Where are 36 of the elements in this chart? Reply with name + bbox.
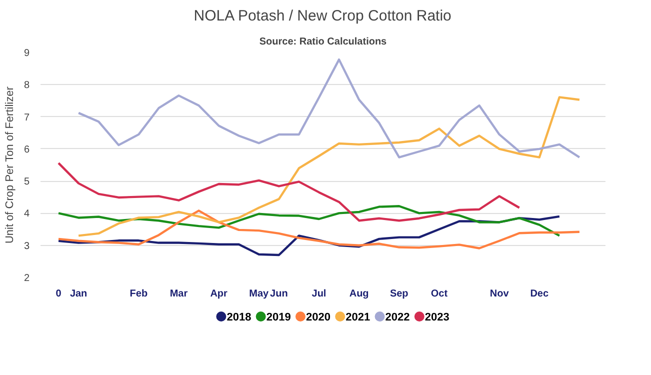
- x-tick-label: Nov: [490, 288, 510, 300]
- line-series: [77, 96, 581, 237]
- y-tick-label: 6: [24, 144, 30, 156]
- x-tick-label: 0: [56, 288, 62, 300]
- legend-label: 2020: [306, 312, 330, 324]
- line-series: [57, 162, 520, 222]
- line-series: [57, 205, 561, 237]
- x-tick-label: Oct: [430, 288, 448, 300]
- x-tick-label: Jul: [312, 288, 326, 300]
- legend-label: 2018: [226, 312, 252, 324]
- x-tick-label: May: [249, 288, 270, 300]
- x-tick-label: Jan: [70, 288, 88, 300]
- y-tick-label: 5: [24, 176, 30, 188]
- y-tick-label: 7: [24, 112, 30, 124]
- x-tick-label: Feb: [130, 288, 148, 300]
- legend-label: 2019: [266, 312, 291, 324]
- chart-subtitle: Source: Ratio Calculations: [259, 36, 388, 48]
- y-tick-label: 4: [24, 208, 30, 220]
- y-tick-label: 2: [24, 273, 30, 284]
- x-tick-label: Jun: [270, 288, 288, 300]
- legend-label: 2023: [424, 312, 450, 324]
- chart-title: NOLA Potash / New Crop Cotton Ratio: [194, 8, 452, 24]
- x-tick-label: Sep: [390, 288, 408, 300]
- line-series: [57, 215, 561, 256]
- y-axis-title: Unit of Crop Per Ton of Fertilizer: [4, 86, 16, 244]
- x-tick-label: Dec: [530, 288, 549, 300]
- x-tick-label: Mar: [170, 288, 188, 300]
- legend-label: 2021: [346, 312, 370, 324]
- y-tick-label: 3: [24, 240, 30, 252]
- x-tick-label: Apr: [210, 288, 228, 300]
- x-tick-label: Aug: [349, 288, 369, 300]
- legend-label: 2022: [385, 312, 410, 324]
- line-series: [77, 58, 581, 158]
- y-tick-label: 9: [24, 48, 30, 59]
- line-series: [57, 210, 581, 250]
- y-tick-label: 8: [24, 80, 30, 92]
